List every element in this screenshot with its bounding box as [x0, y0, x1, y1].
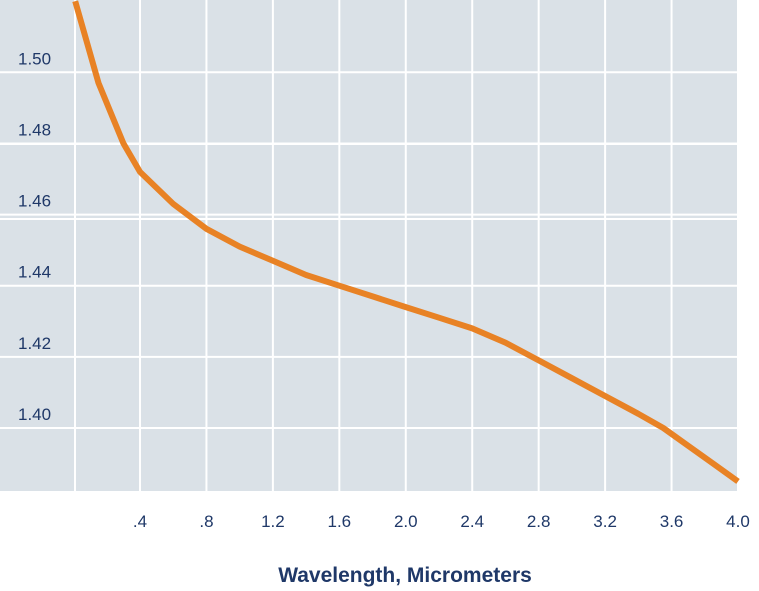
x-tick-label: 3.2 — [593, 512, 617, 531]
x-tick-labels: .4 .8 1.2 1.6 2.0 2.4 2.8 3.2 3.6 4.0 — [133, 512, 750, 531]
x-tick-label: 4.0 — [726, 512, 750, 531]
y-tick-label: 1.48 — [18, 120, 51, 139]
y-tick-label: 1.46 — [18, 192, 51, 211]
series-line-0 — [72, 0, 740, 484]
plot-background — [0, 0, 739, 491]
x-tick-label: 2.4 — [460, 512, 484, 531]
x-tick-label: 2.0 — [394, 512, 418, 531]
x-tick-label: .8 — [199, 512, 213, 531]
y-tick-label: 1.42 — [18, 334, 51, 353]
y-tick-labels: 1.40 1.42 1.44 1.46 1.48 1.50 — [18, 49, 51, 424]
x-tick-label: 1.2 — [261, 512, 285, 531]
series-group — [72, 0, 740, 484]
y-tick-label: 1.50 — [18, 49, 51, 68]
x-tick-label: 1.6 — [328, 512, 352, 531]
x-tick-label: .4 — [133, 512, 147, 531]
grid — [0, 0, 739, 491]
x-tick-label: 3.6 — [660, 512, 684, 531]
y-tick-label: 1.44 — [18, 263, 51, 282]
x-axis-title: Wavelength, Micrometers — [278, 564, 532, 587]
x-tick-label: 2.8 — [527, 512, 551, 531]
y-tick-label: 1.40 — [18, 405, 51, 424]
